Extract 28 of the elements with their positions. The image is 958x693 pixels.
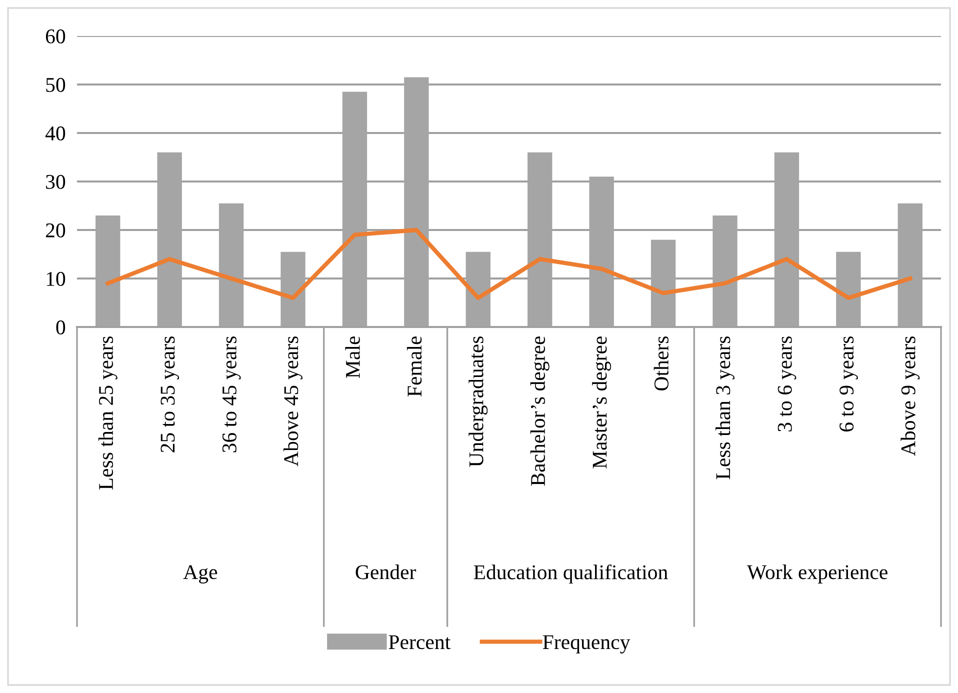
x-tick-label: Male (345, 336, 360, 378)
x-tick-label: Less than 25 years (98, 336, 118, 490)
y-tick-label: 30 (46, 174, 66, 189)
x-tick-label: 6 to 9 years (840, 336, 858, 432)
x-tick-label: Above 45 years (284, 336, 302, 466)
x-tick-label: 3 to 6 years (778, 336, 796, 432)
x-tick-label: Less than 3 years (716, 336, 734, 480)
legend-label: Percent (388, 635, 451, 650)
legend-label: Frequency (542, 635, 630, 654)
y-tick-label: 10 (46, 272, 66, 286)
text: Age (183, 565, 218, 584)
y-tick-label: 50 (46, 78, 66, 92)
y-tick-label: 20 (46, 223, 66, 238)
line-series (106, 228, 912, 300)
y-tick-label: 0 (56, 320, 66, 334)
text: Education qualification (474, 564, 668, 584)
y-tick-label: 40 (45, 126, 66, 140)
x-tick-label: Bachelor’s degree (530, 336, 550, 486)
y-tick-label: 60 (46, 29, 66, 44)
x-tick-label: Others (654, 336, 668, 390)
x-tick-label: Undergraduates (468, 336, 488, 467)
x-tick-label: Female (406, 336, 422, 396)
x-tick-label: 36 to 45 years (222, 336, 241, 452)
text: Gender (356, 564, 416, 580)
x-tick-label: Master’s degree (592, 336, 612, 468)
x-tick-label: Above 9 years (900, 336, 920, 456)
text: Work experience (746, 564, 888, 584)
x-tick-label: 25 to 35 years (160, 336, 180, 452)
